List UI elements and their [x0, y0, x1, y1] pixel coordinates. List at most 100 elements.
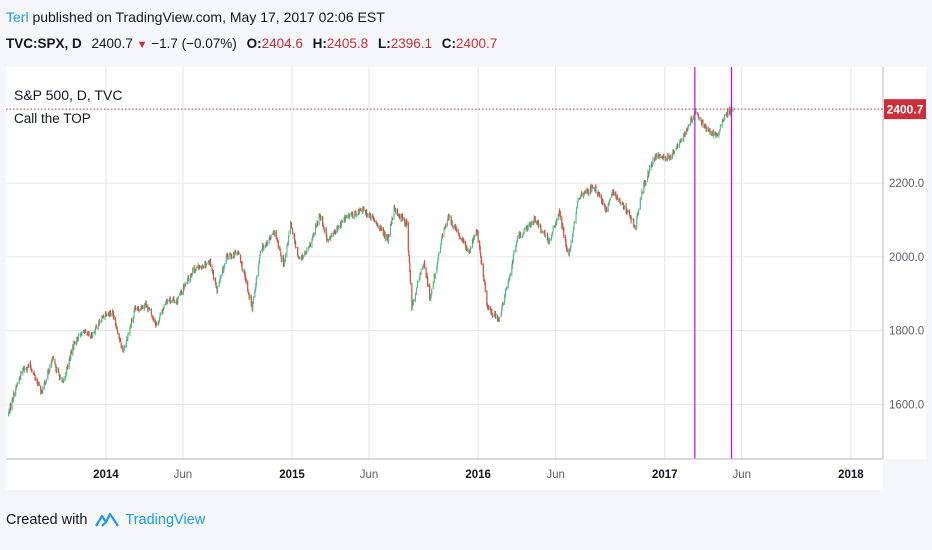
candle-body [562, 227, 564, 229]
candle-body [671, 154, 673, 159]
chart-container[interactable]: 1600.0 1800.0 2000.0 2200.0 2014 Jun 2015 Jun 20… [6, 67, 926, 490]
candle-body [397, 209, 399, 216]
candle-body [176, 299, 178, 303]
candle-body [514, 249, 516, 253]
candle-body [29, 362, 31, 368]
candle-body [151, 315, 153, 317]
candle-body [584, 191, 586, 193]
candle-body [639, 198, 641, 210]
tradingview-logo-icon[interactable] [95, 512, 120, 528]
candle-body [505, 289, 507, 291]
candle-body [331, 234, 333, 236]
candle-body [357, 210, 359, 214]
candle-body [611, 194, 613, 198]
candle-body [101, 317, 103, 322]
price-axis[interactable] [883, 67, 926, 459]
author-link[interactable]: Terl [6, 9, 29, 25]
tradingview-brand-link[interactable]: TradingView [125, 512, 206, 528]
candle-body [287, 235, 289, 244]
candle-body [643, 180, 645, 186]
candle-body [370, 214, 372, 220]
candle-body [191, 274, 193, 276]
candle-body [657, 153, 659, 159]
candle-body [568, 250, 570, 256]
candle-body [404, 222, 406, 225]
candle-body [45, 382, 47, 384]
candle-body [69, 357, 71, 360]
candle-body [412, 300, 414, 305]
candle-body [444, 228, 445, 230]
candle-body [137, 306, 139, 310]
candle-body [47, 370, 49, 380]
candle-body [213, 272, 215, 279]
candle-body [126, 337, 128, 340]
candle-body [544, 231, 546, 237]
candle-body [420, 273, 422, 275]
candle-body [268, 237, 270, 243]
candle-body [648, 172, 650, 176]
candle-body [369, 213, 371, 218]
candle-body [600, 194, 602, 198]
candle-body [333, 231, 335, 234]
candle-body [615, 197, 617, 199]
candle-body [120, 342, 122, 348]
candle-body [384, 234, 386, 240]
candle-body [54, 360, 56, 365]
candle-body [276, 239, 278, 242]
candle-body [216, 285, 218, 287]
candle-body [19, 377, 21, 379]
time-axis[interactable] [6, 459, 883, 490]
candle-body [44, 381, 46, 383]
candle-body [723, 115, 725, 120]
candle-body [94, 328, 96, 334]
candle-body [123, 350, 125, 352]
candle-body [281, 256, 283, 260]
candle-body [249, 295, 251, 298]
candle-body [187, 276, 189, 279]
down-arrow-icon: ▼ [136, 39, 148, 51]
candle-body [647, 171, 649, 177]
candle-body [320, 215, 322, 220]
candle-body [411, 282, 413, 309]
candle-body [223, 267, 225, 272]
candle-body [306, 250, 308, 254]
candle-body [26, 368, 28, 371]
candle-body [583, 194, 585, 197]
candle-body [658, 156, 660, 159]
candle-body [465, 244, 467, 250]
candle-body [344, 217, 346, 221]
candle-body [705, 126, 707, 132]
price-chart[interactable]: 1600.0 1800.0 2000.0 2200.0 2014 Jun 2015 Jun 20… [6, 67, 926, 490]
candle-body [52, 357, 54, 360]
candle-body [161, 311, 163, 314]
candle-body [687, 128, 689, 130]
candle-body [516, 241, 518, 244]
candle-body [504, 295, 506, 304]
candle-body [434, 272, 436, 278]
candle-body [452, 226, 454, 228]
candle-body [677, 146, 679, 148]
candle-body [66, 366, 68, 368]
candle-body [633, 218, 635, 226]
candle-body [372, 217, 374, 219]
candle-body [626, 208, 628, 214]
candle-body [415, 288, 417, 294]
candle-body [612, 190, 614, 193]
candle-body [211, 266, 213, 271]
candle-body [342, 220, 344, 222]
candle-body [119, 340, 121, 341]
candle-body [641, 191, 643, 193]
candle-body [537, 222, 539, 224]
candle-body [291, 227, 293, 228]
candle-body [270, 234, 272, 239]
candle-body [148, 307, 150, 310]
candle-body [519, 233, 521, 238]
candle-body [727, 109, 729, 114]
candle-body [54, 364, 56, 366]
candle-body [548, 240, 550, 244]
candle-body [627, 210, 629, 213]
plot-area[interactable] [6, 67, 883, 459]
candle-body [245, 277, 247, 280]
candle-body [399, 214, 401, 217]
candle-body [197, 267, 199, 269]
